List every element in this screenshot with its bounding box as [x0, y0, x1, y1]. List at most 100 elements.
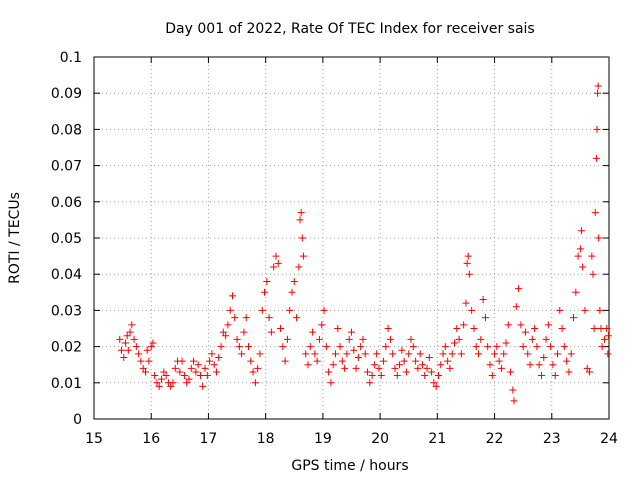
- data-point: [187, 364, 195, 372]
- data-point: [434, 372, 442, 380]
- data-point: [251, 379, 259, 387]
- data-point: [396, 361, 404, 369]
- data-point: [331, 350, 339, 358]
- data-point: [199, 382, 207, 390]
- data-point: [589, 270, 597, 278]
- data-point: [228, 292, 236, 300]
- x-tick-label: 17: [200, 431, 218, 447]
- data-point: [430, 379, 438, 387]
- data-point: [504, 321, 512, 329]
- data-point: [441, 343, 449, 351]
- data-point: [354, 353, 362, 361]
- data-point: [464, 252, 472, 260]
- data-point: [235, 343, 243, 351]
- data-point: [238, 350, 246, 358]
- data-point: [373, 350, 381, 358]
- data-point: [595, 234, 603, 242]
- data-point: [455, 335, 463, 343]
- data-point: [348, 328, 355, 336]
- data-point: [128, 321, 136, 329]
- data-point: [391, 364, 399, 372]
- data-point: [295, 263, 303, 271]
- data-point: [572, 288, 580, 296]
- data-point: [576, 245, 584, 253]
- x-tick-label: 24: [600, 431, 618, 447]
- data-point: [226, 306, 234, 314]
- data-point: [444, 357, 452, 365]
- y-axis-title: ROTI / TECUs: [7, 192, 23, 284]
- data-point: [288, 288, 296, 296]
- data-point: [451, 339, 458, 347]
- data-point: [462, 299, 470, 307]
- data-point: [147, 343, 155, 351]
- data-point: [500, 350, 508, 358]
- data-point: [574, 252, 582, 260]
- data-point: [558, 325, 566, 332]
- data-point: [274, 259, 282, 267]
- data-point: [315, 335, 323, 343]
- data-point: [203, 372, 211, 380]
- data-point: [583, 364, 591, 372]
- data-point: [544, 321, 552, 329]
- data-point: [124, 346, 132, 354]
- data-point: [233, 335, 241, 343]
- data-point: [169, 379, 177, 387]
- data-point: [306, 343, 314, 351]
- data-point: [596, 306, 604, 314]
- data-point: [554, 350, 561, 358]
- y-tick-label: 0.03: [51, 303, 82, 319]
- data-point: [245, 343, 252, 351]
- data-point: [594, 89, 602, 97]
- data-point: [293, 314, 301, 322]
- data-point: [261, 288, 269, 296]
- data-point: [281, 357, 289, 365]
- data-point: [526, 361, 534, 369]
- data-point: [242, 314, 250, 322]
- x-tick-label: 23: [543, 431, 561, 447]
- data-point: [477, 335, 485, 343]
- data-point: [479, 296, 487, 304]
- data-point: [116, 335, 124, 343]
- data-point: [299, 252, 307, 260]
- data-point: [311, 350, 319, 358]
- data-point: [398, 346, 406, 354]
- data-point: [382, 343, 390, 351]
- data-point: [465, 270, 473, 278]
- data-point: [384, 325, 392, 332]
- data-point: [212, 368, 220, 376]
- data-point: [547, 343, 555, 351]
- data-point: [329, 361, 337, 369]
- data-point: [493, 343, 501, 351]
- y-tick-label: 0.08: [51, 122, 82, 138]
- data-point: [590, 325, 598, 332]
- data-point: [350, 346, 358, 354]
- x-tick-label: 18: [257, 431, 275, 447]
- data-point: [336, 343, 344, 351]
- data-point: [297, 209, 305, 217]
- data-point: [318, 321, 326, 329]
- data-point: [497, 364, 505, 372]
- data-point: [183, 379, 191, 387]
- data-point: [439, 350, 447, 358]
- data-point: [258, 306, 266, 314]
- data-point: [222, 332, 230, 340]
- data-point: [416, 350, 424, 358]
- data-point: [224, 321, 232, 329]
- data-point: [123, 332, 131, 340]
- data-point: [409, 343, 417, 351]
- data-point: [145, 357, 153, 365]
- data-point: [178, 357, 186, 365]
- data-point: [579, 263, 587, 271]
- data-point: [428, 368, 436, 376]
- x-tick-label: 16: [142, 431, 160, 447]
- data-point: [377, 372, 385, 380]
- data-point: [375, 364, 383, 372]
- data-point: [345, 335, 353, 343]
- data-point: [592, 154, 600, 162]
- data-point: [423, 364, 431, 372]
- data-point: [267, 328, 275, 336]
- data-point: [121, 339, 129, 347]
- data-point: [556, 306, 564, 314]
- data-point: [432, 382, 440, 390]
- y-tick-label: 0.07: [51, 159, 82, 175]
